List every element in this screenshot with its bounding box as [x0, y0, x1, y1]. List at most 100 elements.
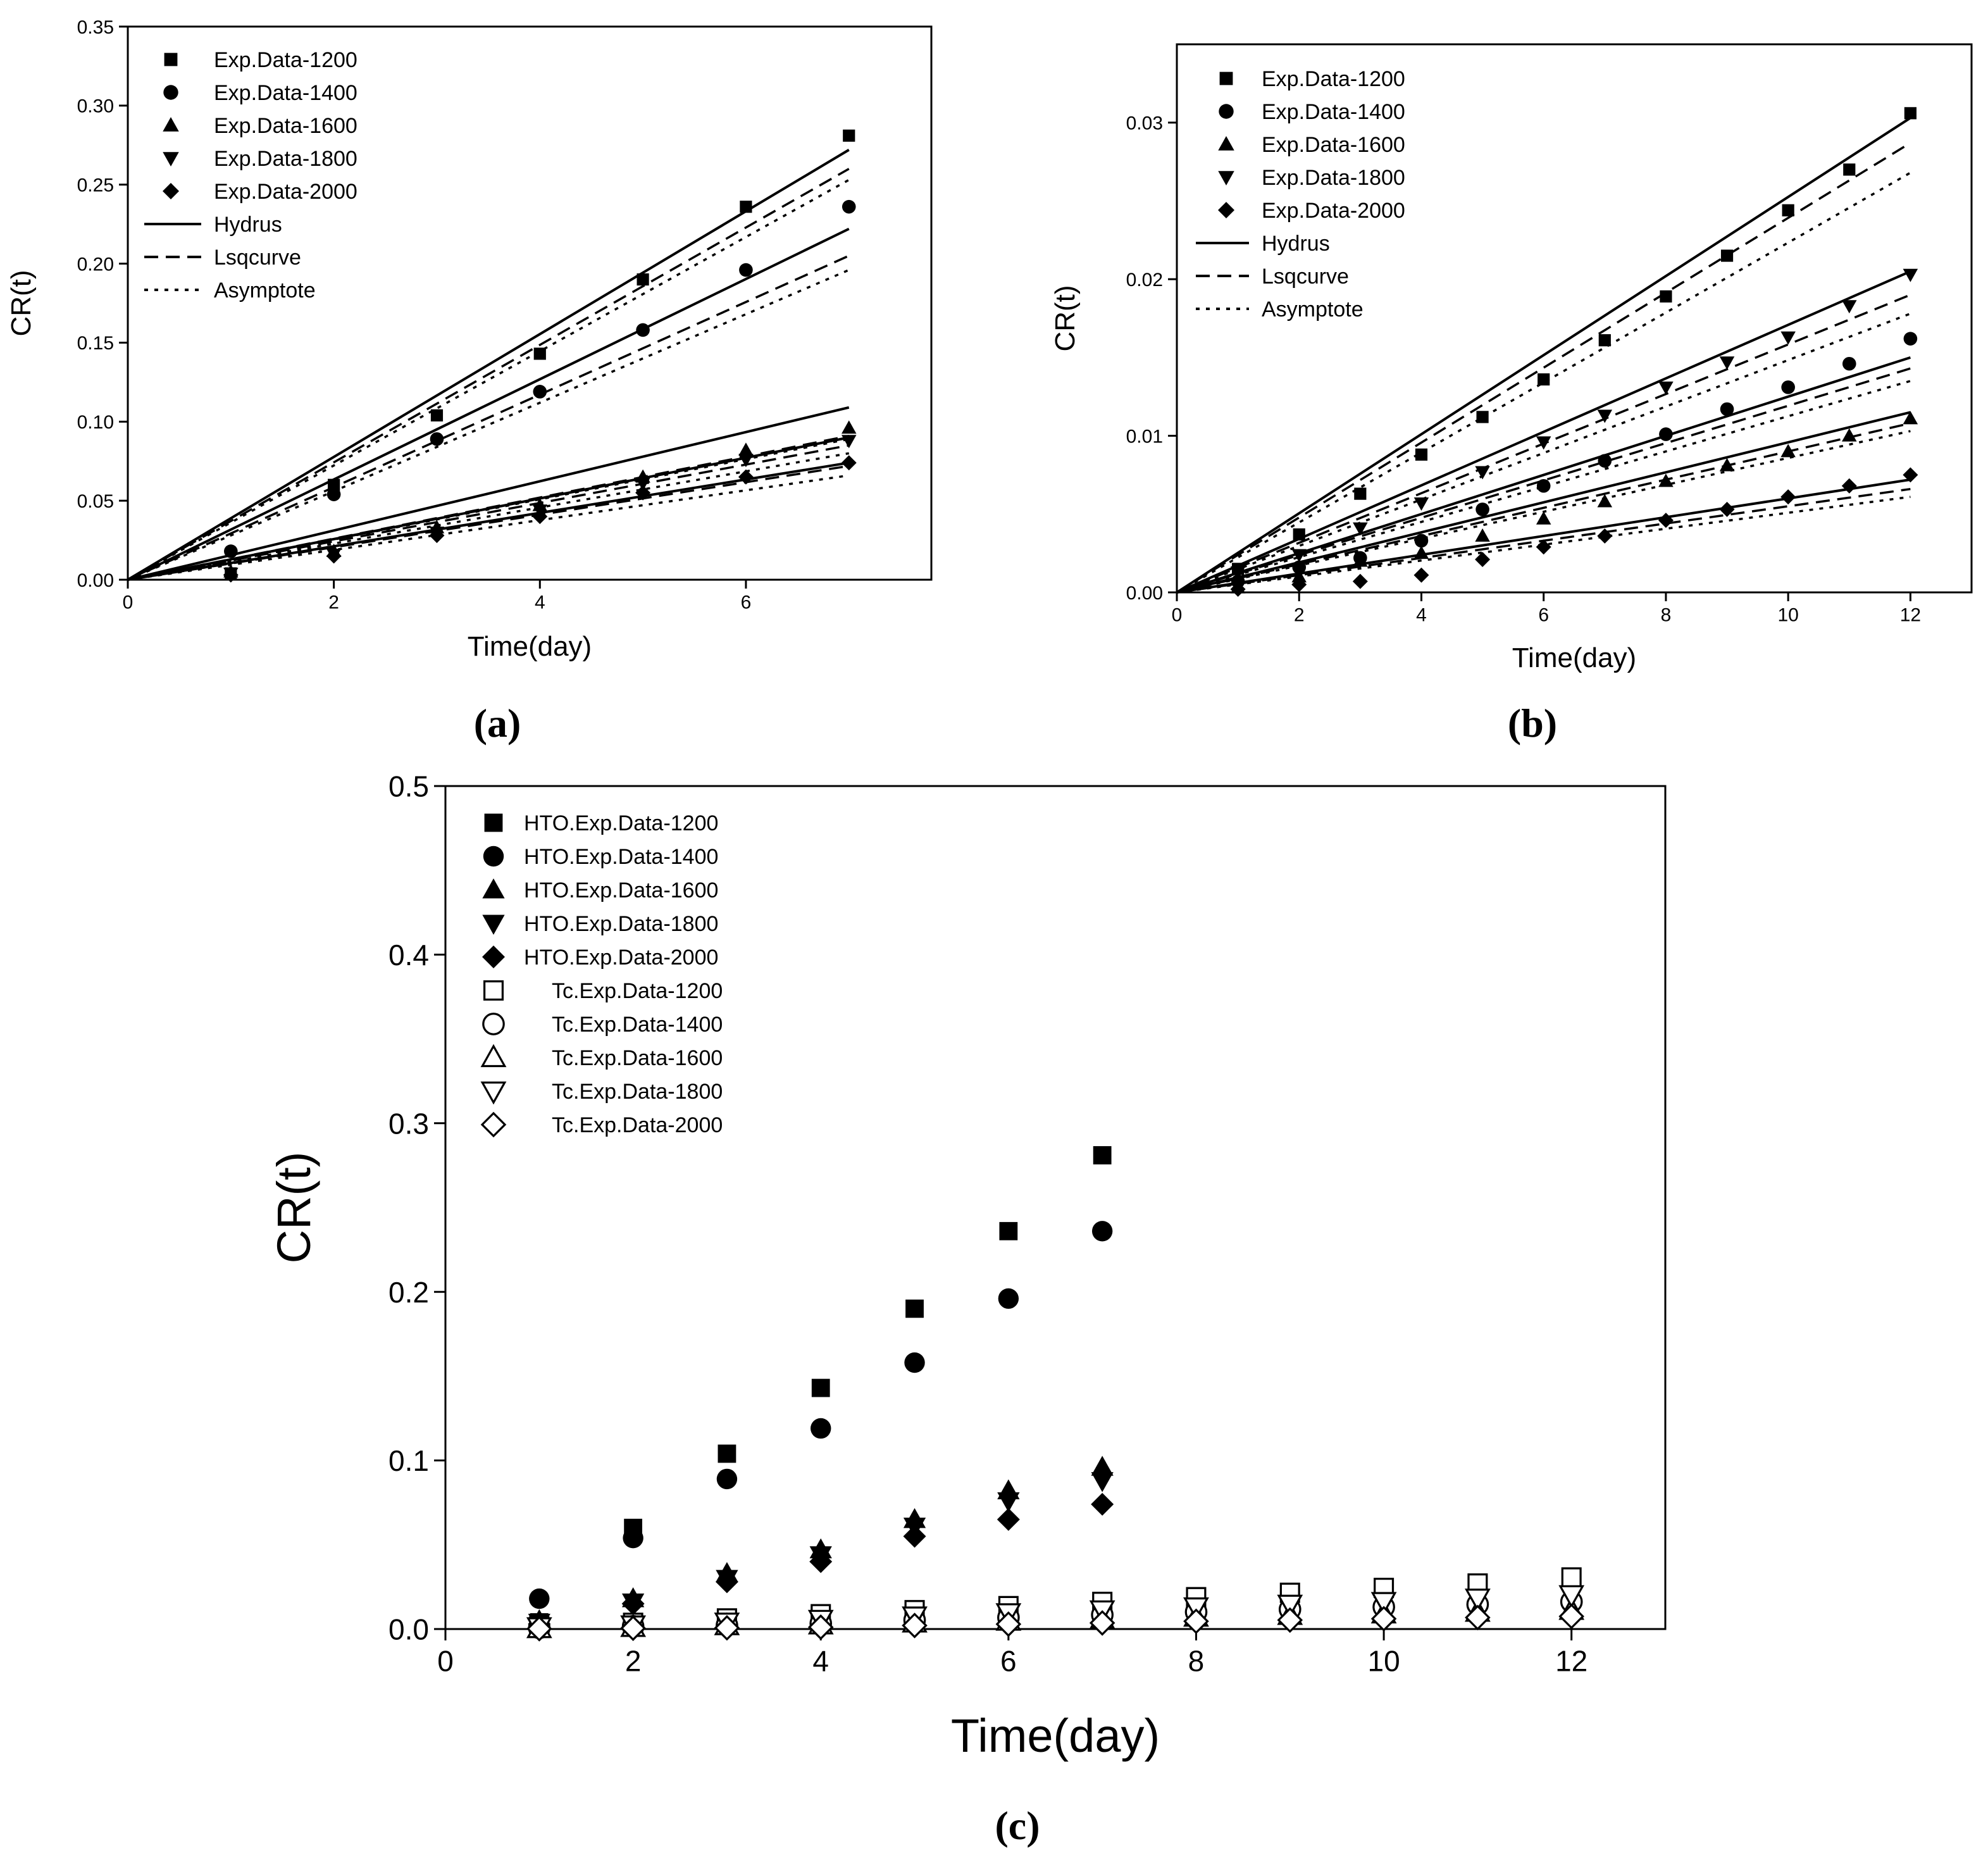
fit-line-hydrus-exp.data-1600: [127, 406, 850, 581]
data-point: [1091, 1456, 1114, 1476]
data-point: [1353, 553, 1368, 567]
y-tick-label: 0.35: [77, 17, 114, 38]
data-point: [1091, 1492, 1114, 1516]
data-point: [1293, 528, 1305, 541]
data-point: [1277, 1607, 1303, 1633]
y-tick-label: 0.15: [77, 333, 114, 354]
legend-marker: [164, 53, 178, 66]
data-point: [841, 455, 857, 471]
data-point: [811, 1378, 830, 1397]
legend-marker: [1218, 136, 1234, 151]
series-tc.exp.data-1200: [529, 1567, 1582, 1637]
data-point: [1558, 1585, 1585, 1609]
data-point: [1354, 487, 1367, 500]
data-point: [1093, 1146, 1112, 1165]
legend-label: HTO.Exp.Data-1400: [524, 845, 718, 869]
y-tick-label: 0.25: [77, 175, 114, 196]
data-point: [1659, 427, 1673, 441]
data-point: [997, 1508, 1020, 1531]
data-point: [1277, 1594, 1303, 1618]
legend-label: Exp.Data-1800: [1262, 166, 1405, 190]
data-point: [1841, 478, 1857, 494]
legend: HTO.Exp.Data-1200 HTO.Exp.Data-1400 HTO.Ex…: [480, 811, 723, 1138]
data-point: [715, 1570, 738, 1594]
panel-caption: (a): [474, 701, 521, 746]
data-point: [1558, 1603, 1584, 1630]
series-exp.data-1600: [1230, 411, 1918, 594]
data-point: [1842, 300, 1857, 314]
data-point: [738, 454, 754, 468]
data-point: [533, 347, 546, 360]
data-point: [1370, 1606, 1397, 1632]
series-exp.data-2000: [223, 455, 857, 583]
plot-frame: [127, 25, 933, 581]
data-point: [1781, 380, 1795, 394]
legend-label: Lsqcurve: [214, 246, 301, 270]
data-point: [529, 1588, 550, 1609]
legend-marker: [1219, 72, 1233, 85]
x-tick-label: 0: [123, 592, 134, 613]
legend-label: Tc.Exp.Data-1800: [552, 1080, 723, 1104]
series-exp.data-1800: [223, 435, 857, 582]
legend-label: Exp.Data-1600: [1262, 133, 1405, 157]
legend-label: Exp.Data-1200: [214, 48, 357, 72]
data-point: [1413, 546, 1429, 559]
data-point: [1413, 497, 1429, 511]
fit-line-lsqcurve-exp.data-2000: [127, 465, 850, 581]
panel-caption: (b): [1508, 701, 1557, 746]
x-tick-label: 10: [1777, 605, 1798, 626]
data-point: [1904, 107, 1917, 120]
series-hto.exp.data-1600: [528, 1456, 1114, 1630]
fit-line-hydrus-exp.data-1200: [127, 149, 850, 581]
legend-label: Exp.Data-1600: [214, 114, 357, 138]
data-point: [1475, 552, 1491, 568]
data-point: [326, 487, 341, 501]
data-point: [843, 129, 855, 142]
data-point: [999, 1221, 1018, 1240]
data-point: [1598, 334, 1611, 347]
y-tick-label: 0.4: [388, 939, 429, 971]
y-tick-label: 0.3: [388, 1107, 429, 1140]
legend-marker: [483, 846, 504, 867]
data-point: [841, 435, 857, 449]
data-point: [1230, 566, 1246, 580]
data-point: [1536, 511, 1551, 525]
x-tick-label: 0: [437, 1644, 454, 1677]
data-point: [1658, 473, 1674, 487]
data-point: [533, 385, 547, 399]
legend: Exp.Data-1200 Exp.Data-1400 Exp.Data-1600 E…: [1196, 67, 1405, 322]
data-point: [1903, 332, 1918, 346]
data-point: [636, 323, 650, 337]
data-point: [1091, 1472, 1114, 1492]
legend-label: Lsqcurve: [1262, 265, 1349, 289]
data-point: [621, 1592, 645, 1616]
legend-label: Tc.Exp.Data-2000: [552, 1113, 723, 1137]
legend: Exp.Data-1200 Exp.Data-1400 Exp.Data-1600 E…: [144, 48, 357, 303]
x-tick-label: 6: [1538, 605, 1549, 626]
data-point: [1780, 331, 1796, 345]
data-point: [1464, 1589, 1491, 1612]
data-point: [1719, 458, 1735, 471]
chart-panel-a: 0.00 0.05 0.10 0.15 0.20 0.25 0.30 0.35 0 2 4 6 Time…: [6, 17, 933, 746]
legend-label: Tc.Exp.Data-1400: [552, 1013, 723, 1037]
legend-label: HTO.Exp.Data-1800: [524, 912, 718, 936]
data-point: [740, 201, 752, 213]
fit-line-hydrus-exp.data-1400: [1176, 356, 1911, 594]
data-point: [739, 263, 753, 277]
data-point: [738, 442, 754, 456]
fit-line-asymptote-exp.data-1800: [127, 452, 850, 581]
y-tick-label: 0.02: [1126, 270, 1163, 290]
x-axis-label: Time(day): [1512, 642, 1636, 673]
y-tick-label: 0.00: [1126, 583, 1163, 604]
legend-marker: [163, 117, 179, 132]
series-exp.data-1600: [223, 420, 857, 578]
x-tick-label: 8: [1188, 1644, 1205, 1677]
x-tick-label: 12: [1900, 605, 1921, 626]
data-point: [623, 1527, 643, 1549]
y-tick-label: 0.01: [1126, 426, 1163, 447]
legend-label: HTO.Exp.Data-1200: [524, 811, 718, 835]
legend-label: Hydrus: [214, 213, 282, 237]
data-point: [635, 485, 651, 501]
x-tick-label: 4: [535, 592, 545, 613]
fit-line-lsqcurve-exp.data-1800: [127, 444, 850, 581]
